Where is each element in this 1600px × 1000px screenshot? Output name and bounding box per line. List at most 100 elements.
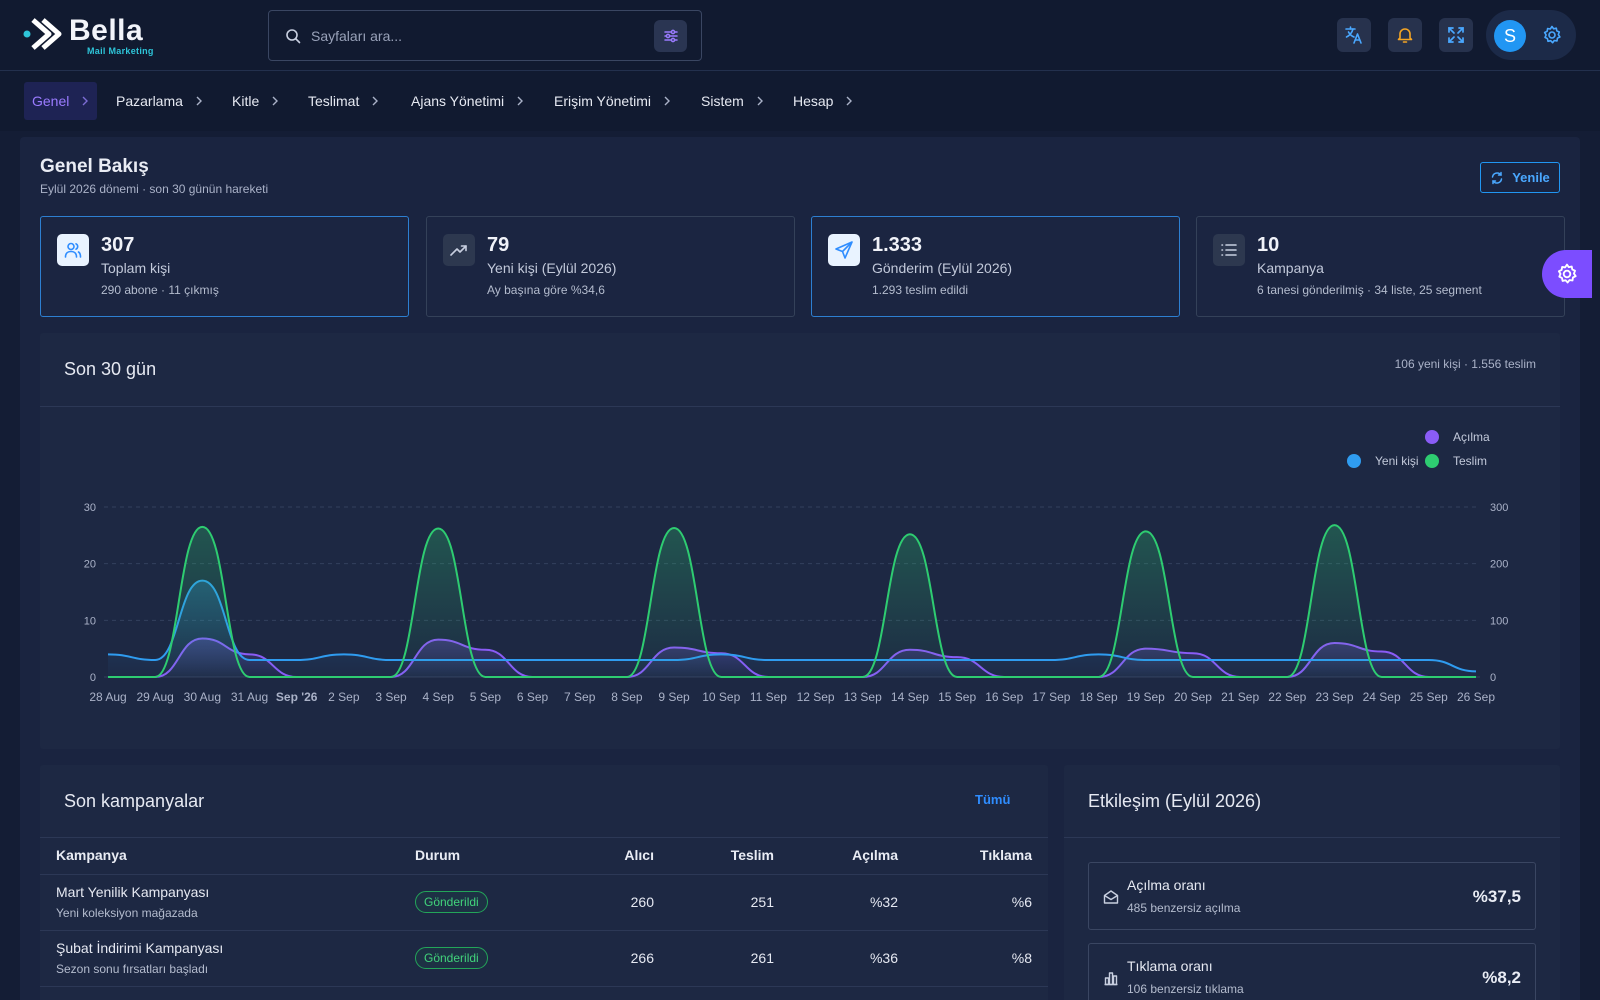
gear-icon[interactable] — [1542, 25, 1562, 45]
x-tick-label: 29 Aug — [136, 690, 173, 704]
translate-icon — [1345, 26, 1362, 44]
x-tick-label: 17 Sep — [1032, 690, 1070, 704]
col-header-opens[interactable]: Açılma — [852, 847, 898, 863]
nav-label: Kitle — [232, 93, 260, 109]
avatar[interactable]: S — [1494, 20, 1526, 52]
chevron-right-icon — [846, 96, 853, 106]
stat-card-total-contacts[interactable]: 307 Toplam kişi 290 abone · 11 çıkmış — [40, 216, 409, 317]
y-right-tick-label: 200 — [1490, 559, 1508, 571]
view-all-link[interactable]: Tümü — [975, 792, 1011, 807]
stat-sub: 1.293 teslim edildi — [872, 283, 969, 297]
nav-item-hesap[interactable]: Hesap — [793, 82, 853, 120]
fullscreen-button[interactable] — [1439, 18, 1473, 52]
nav-item-genel[interactable]: Genel — [24, 82, 98, 120]
col-header-clicks[interactable]: Tıklama — [979, 847, 1032, 863]
brand-logo[interactable]: Bella Mail Marketing — [23, 14, 163, 56]
engagement-label: Açılma oranı — [1127, 877, 1206, 893]
gear-icon — [1557, 263, 1577, 284]
search-filter-button[interactable] — [654, 20, 687, 52]
language-button[interactable] — [1337, 18, 1371, 52]
x-tick-label: 21 Sep — [1221, 690, 1259, 704]
x-tick-label: 18 Sep — [1080, 690, 1118, 704]
stat-card-new-contacts[interactable]: 79 Yeni kişi (Eylül 2026) Ay başına göre… — [426, 216, 795, 317]
engagement-title: Etkileşim (Eylül 2026) — [1088, 791, 1262, 811]
chevron-right-icon — [196, 96, 202, 106]
stat-value: 1.333 — [872, 234, 923, 256]
nav-label: Sistem — [701, 93, 744, 109]
engagement-label: Tıklama oranı — [1127, 958, 1213, 974]
legend-label: Açılma — [1453, 430, 1490, 444]
stat-sub: 290 abone · 11 çıkmış — [101, 283, 219, 297]
stat-card-sends[interactable]: 1.333 Gönderim (Eylül 2026) 1.293 teslim… — [811, 216, 1180, 317]
divider — [40, 986, 1048, 987]
search-input[interactable] — [311, 23, 641, 49]
x-tick-label: 5 Sep — [470, 690, 502, 704]
mail-open-icon — [1103, 890, 1119, 904]
stat-label: Toplam kişi — [101, 260, 171, 276]
legend-label: Teslim — [1453, 454, 1487, 468]
y-left-tick-label: 30 — [84, 502, 96, 514]
stat-value: 10 — [1257, 234, 1280, 256]
x-tick-label: 4 Sep — [423, 690, 455, 704]
chevron-right-icon — [82, 96, 89, 106]
y-right-tick-label: 0 — [1490, 672, 1496, 684]
nav-item-kitle[interactable]: Kitle — [232, 82, 279, 120]
x-tick-label: 28 Aug — [89, 690, 126, 704]
x-tick-label: 3 Sep — [375, 690, 407, 704]
notifications-button[interactable] — [1388, 18, 1422, 52]
stat-sub: Ay başına göre %34,6 — [487, 283, 605, 297]
refresh-label: Yenile — [1512, 170, 1550, 185]
nav-label: Ajans Yönetimi — [411, 93, 505, 109]
x-tick-label: 12 Sep — [797, 690, 835, 704]
nav-item-erisim-yonetimi[interactable]: Erişim Yönetimi — [554, 82, 671, 120]
send-icon — [828, 234, 860, 266]
x-tick-label: 2 Sep — [328, 690, 360, 704]
campaign-desc: Sezon sonu fırsatları başladı — [56, 962, 209, 976]
x-tick-label: 10 Sep — [702, 690, 740, 704]
divider — [40, 874, 1048, 875]
campaign-name[interactable]: Şubat İndirimi Kampanyası — [56, 940, 224, 956]
nav-item-pazarlama[interactable]: Pazarlama — [116, 82, 203, 120]
nav-item-teslimat[interactable]: Teslimat — [308, 82, 379, 120]
engagement-sub: 106 benzersiz tıklama — [1127, 982, 1244, 996]
x-tick-label: 13 Sep — [844, 690, 882, 704]
campaign-name[interactable]: Mart Yenilik Kampanyası — [56, 884, 210, 900]
customizer-button[interactable] — [1542, 250, 1592, 298]
logo-chevron-icon — [23, 18, 62, 50]
x-tick-label: 9 Sep — [658, 690, 690, 704]
fullscreen-icon — [1448, 27, 1464, 43]
chevron-right-icon — [757, 96, 763, 106]
col-header-campaign[interactable]: Kampanya — [56, 847, 127, 863]
refresh-button[interactable]: Yenile — [1480, 162, 1560, 193]
search-box — [268, 10, 702, 61]
divider — [40, 406, 1560, 407]
engagement-value: %8,2 — [1482, 968, 1521, 987]
top-bar: Bella Mail Marketing — [0, 0, 1600, 71]
nav-label: Genel — [32, 93, 70, 109]
status-badge: Gönderildi — [415, 891, 488, 913]
nav-item-sistem[interactable]: Sistem — [701, 82, 764, 120]
stat-value: 79 — [487, 234, 510, 256]
bar-chart-icon — [1104, 972, 1118, 986]
stat-label: Kampanya — [1257, 260, 1324, 276]
col-header-delivered[interactable]: Teslim — [730, 847, 774, 863]
divider — [40, 930, 1048, 931]
main-nav: Genel Pazarlama Kitle Teslimat Ajans Yön… — [0, 71, 1600, 131]
page-title: Genel Bakış — [40, 156, 149, 177]
recipients-value: 260 — [630, 894, 654, 910]
send-icon-svg — [835, 241, 853, 259]
nav-item-ajans-yonetimi[interactable]: Ajans Yönetimi — [411, 82, 524, 120]
engagement-click-rate[interactable]: Tıklama oranı 106 benzersiz tıklama %8,2 — [1088, 943, 1536, 1000]
user-menu[interactable]: S — [1486, 10, 1576, 60]
legend-label: Yeni kişi — [1375, 454, 1419, 468]
x-tick-label: Sep '26 — [276, 690, 318, 704]
stat-card-campaigns[interactable]: 10 Kampanya 6 tanesi gönderilmiş · 34 li… — [1196, 216, 1565, 317]
col-header-status[interactable]: Durum — [415, 847, 461, 863]
x-tick-label: 15 Sep — [938, 690, 976, 704]
col-header-recipients[interactable]: Alıcı — [624, 847, 654, 863]
campaign-desc: Yeni koleksiyon mağazada — [56, 906, 198, 920]
engagement-open-rate[interactable]: Açılma oranı 485 benzersiz açılma %37,5 — [1088, 862, 1536, 930]
users-icon — [57, 234, 89, 266]
nav-label: Erişim Yönetimi — [554, 93, 651, 109]
